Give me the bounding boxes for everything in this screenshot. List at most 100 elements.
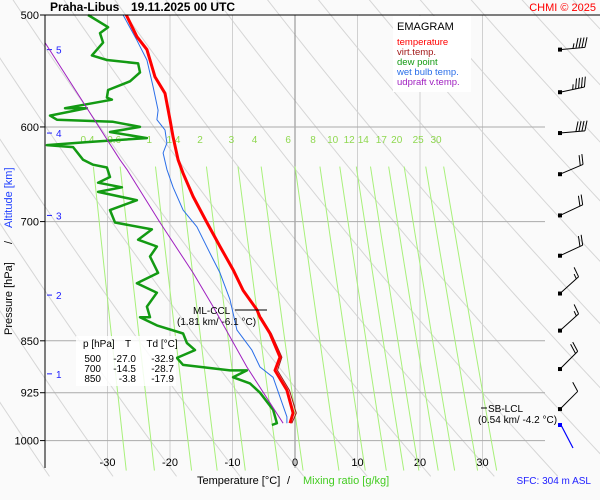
axes [44,14,600,468]
mixing-ratio-label: 10 [327,135,339,146]
series-temperature [124,14,295,424]
dry-adiabat [114,0,495,477]
legend-item: temperature [397,37,448,48]
wind-barb [558,381,579,412]
profiles [44,13,297,427]
barb-flag [581,120,585,132]
dry-adiabat [267,0,600,389]
y-tick-label: 600 [21,122,39,134]
mixing-ratio-label: 20 [391,135,403,146]
y-axis-label: Pressure [hPa] [3,262,15,335]
mixing-ratio-line [260,166,304,471]
x-tick-label: 10 [351,457,363,469]
table-cell: 700 [84,364,101,375]
x-tick-label: -10 [225,457,241,469]
mixing-ratio-label: 6 [285,135,291,146]
wind-barb [558,120,588,136]
mixing-ratio-line [339,166,387,471]
series-dew-point [45,13,279,427]
dry-adiabat [317,0,600,325]
mixing-ratio-lines: 0.4 0.6 1 1.4 2 3 4 6 8 10 12 14 17 20 25 30 [81,135,498,471]
table-box [76,336,176,386]
x-tick-label: -30 [100,457,116,469]
wind-barb [558,341,579,372]
barb-flag [581,77,583,88]
mixing-ratio-label: 14 [358,135,370,146]
table-cell: -28.7 [151,364,174,375]
mixing-ratio-line [237,166,280,471]
mixing-ratio-line [388,166,439,471]
sb-lcl-annotation: SB-LCL (0.54 km/ -4.2 °C) [478,404,557,426]
barb-shaft [559,86,585,93]
barb-flag [578,121,582,132]
wind-barb [558,304,580,333]
dry-adiabat [0,222,177,477]
table-header: Td [°C] [146,339,177,350]
barb-half-flag [573,310,577,317]
wind-barb [558,153,584,177]
ml-ccl-label: ML-CCL [193,306,231,317]
barb-shaft [559,130,585,134]
legend-item: dew point [397,57,438,68]
barb-flag [575,121,579,132]
barb-flag [578,155,581,166]
dry-adiabat [0,310,114,477]
mixing-ratio-line [319,166,366,471]
barb-shaft [559,46,585,51]
wind-barb [558,37,588,52]
x-tick-label: 0 [292,457,298,469]
y-axis-label-sep: / [3,240,15,244]
mixing-ratio-label: 12 [344,135,356,146]
y-tick-label: 925 [21,388,39,400]
barb-flag [577,236,581,247]
chart-datetime: 19.11.2025 00 UTC [131,0,235,14]
barb-flag [578,77,580,89]
x-axis-label-sep: / [287,475,291,487]
table-header: p [hPa] [83,339,115,350]
legend-item: udpraft v.temp. [397,77,460,88]
mixing-ratio-label: 17 [376,135,388,146]
table-cell: 850 [84,374,101,385]
dry-adiabat [0,57,305,477]
mixing-ratio-label: 30 [430,135,442,146]
surface-wind-line [560,424,574,449]
table-cell: -3.8 [119,374,137,385]
mixing-ratio-label: 1 [147,135,153,146]
barb-flag [573,304,580,315]
x-axis-label: Temperature [°C] [197,475,280,487]
mixing-ratio-line [205,166,246,471]
wind-barb [558,76,586,95]
table-cell: -27.0 [113,354,136,365]
barb-shaft [559,351,579,370]
barb-shaft [559,313,579,331]
barb-flag [572,381,579,392]
barb-flag [575,78,578,89]
table-cell: -14.5 [113,364,136,375]
dry-adiabat [0,138,241,477]
x-axis-label-mixing: Mixing ratio [g/kg] [303,475,389,487]
y-axis-label-altitude: Altitude [km] [3,167,15,228]
surface-wind-dot [558,423,562,427]
mixing-ratio-line [179,166,218,471]
altitude-tick-label: 5 [56,46,62,57]
barb-flag [577,195,581,207]
barb-flag [583,76,586,88]
barb-shaft [559,163,584,175]
barb-shaft [559,204,583,216]
barb-flag [581,37,585,48]
x-tick-label: 20 [414,457,426,469]
mixing-ratio-line [443,166,498,471]
legend-box [393,16,471,92]
barb-half-flag [572,43,575,49]
altitude-tick-label: 4 [56,129,62,140]
mixing-ratio-line [369,166,420,471]
mixing-ratio-label: 3 [229,135,235,146]
surface-label: SFC: 304 m ASL [517,476,592,487]
mixing-ratio-label: 25 [413,135,425,146]
wind-barb [558,234,584,258]
mixing-ratio-label: 2 [197,135,203,146]
barb-shaft [559,276,579,294]
barb-flag [575,37,579,49]
mixing-ratio-line [403,166,456,471]
barb-flag [584,37,588,48]
